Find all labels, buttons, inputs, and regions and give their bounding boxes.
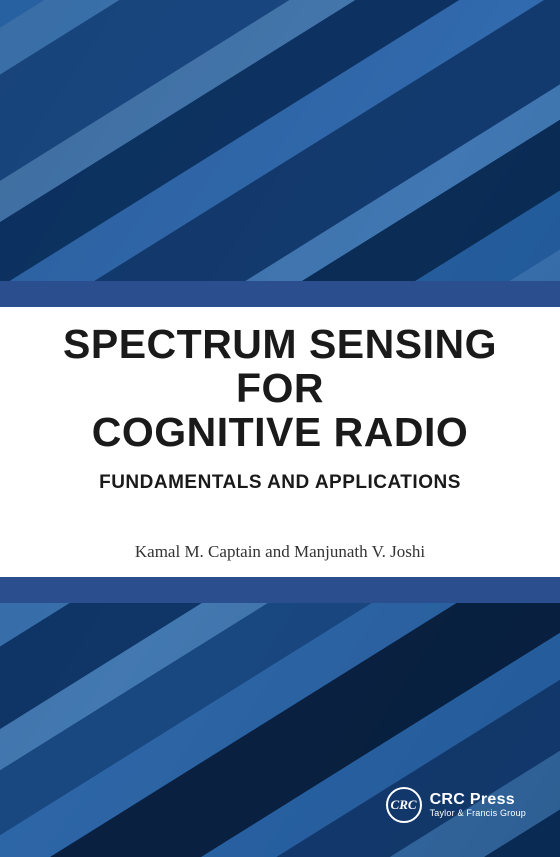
publisher-block: CRC CRC Press Taylor & Francis Group (386, 787, 526, 823)
publisher-group: Taylor & Francis Group (430, 809, 526, 819)
book-title: SPECTRUM SENSING FOR COGNITIVE RADIO (30, 322, 530, 455)
book-subtitle: FUNDAMENTALS AND APPLICATIONS (99, 472, 461, 494)
top-accent-band (0, 281, 560, 307)
publisher-name: CRC Press (430, 791, 526, 809)
publisher-logo-icon: CRC (386, 787, 422, 823)
title-line-2: COGNITIVE RADIO (92, 409, 469, 455)
publisher-text: CRC Press Taylor & Francis Group (430, 791, 526, 818)
title-line-1: SPECTRUM SENSING FOR (63, 321, 497, 411)
book-cover: SPECTRUM SENSING FOR COGNITIVE RADIO FUN… (0, 0, 560, 857)
book-authors: Kamal M. Captain and Manjunath V. Joshi (135, 542, 425, 562)
bottom-accent-band (0, 577, 560, 603)
title-panel: SPECTRUM SENSING FOR COGNITIVE RADIO FUN… (0, 307, 560, 577)
publisher-logo-text: CRC (391, 797, 417, 813)
